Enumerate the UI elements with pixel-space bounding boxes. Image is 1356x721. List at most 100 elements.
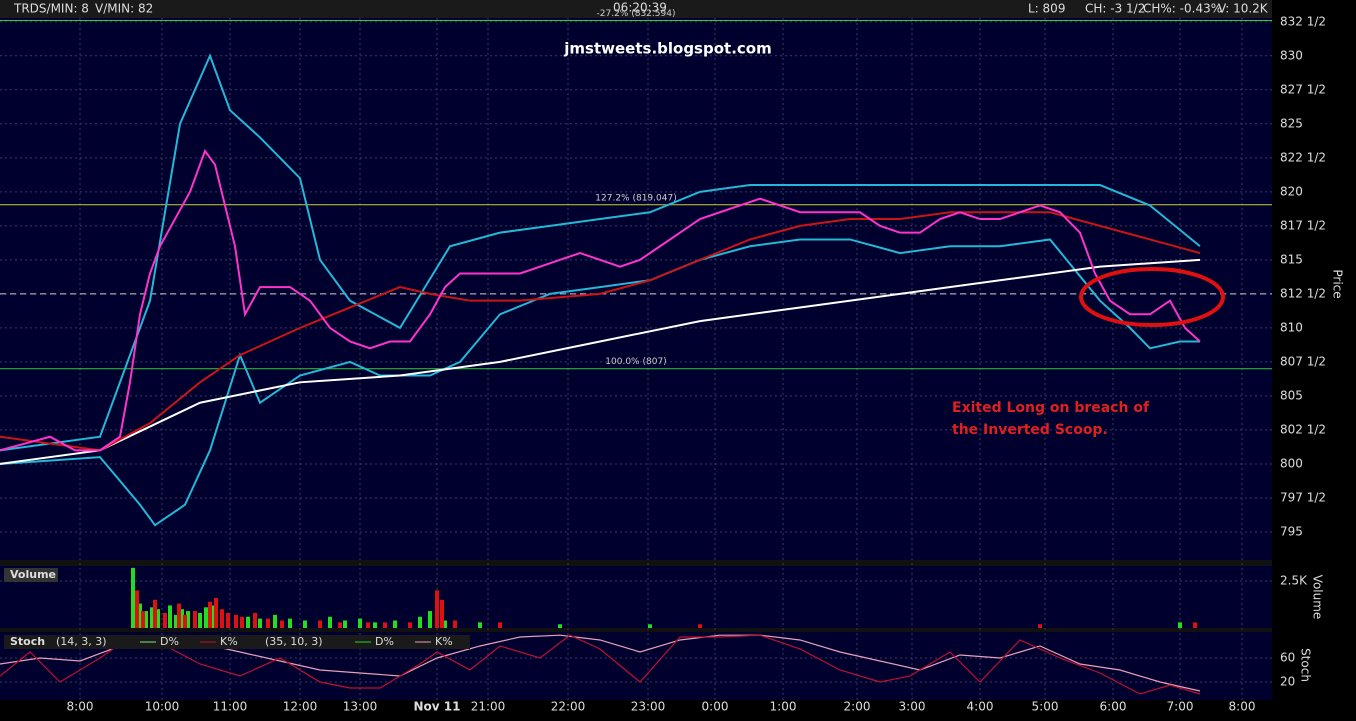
volume-bar <box>177 603 181 628</box>
volume-bar <box>246 616 250 628</box>
header-text: V: 10.2K <box>1218 2 1269 16</box>
x-tick-label: 11:00 <box>213 700 248 714</box>
x-tick-label: Nov 11 <box>414 700 461 714</box>
y-axis-title: Price <box>1331 269 1345 298</box>
legend-text: D% <box>160 635 179 648</box>
volume-bar <box>343 620 347 628</box>
y-tick-label: 812 1/2 <box>1280 286 1326 300</box>
x-tick-label: 6:00 <box>1100 700 1127 714</box>
watermark: jmstweets.blogspot.com <box>563 40 771 58</box>
volume-bar <box>408 622 412 628</box>
volume-bar <box>428 611 432 628</box>
y-tick-label: 822 1/2 <box>1280 150 1326 164</box>
volume-bar <box>440 599 444 628</box>
volume-bar <box>266 618 270 628</box>
volume-bar <box>443 620 447 628</box>
y-tick-label: 832 1/2 <box>1280 14 1326 28</box>
volume-bar <box>193 611 197 628</box>
volume-bar <box>435 590 439 628</box>
volume-bar <box>478 622 482 628</box>
x-tick-label: 3:00 <box>899 700 926 714</box>
y-tick-label: 2.5K <box>1280 574 1308 588</box>
series-line <box>0 238 1200 527</box>
volume-bar <box>156 609 160 628</box>
volume-bar <box>648 624 652 628</box>
volume-bar <box>141 611 145 628</box>
x-tick-label: 22:00 <box>551 700 586 714</box>
volume-bar <box>183 614 187 628</box>
header-bar <box>0 0 1272 18</box>
volume-bar <box>174 614 178 628</box>
volume-bar <box>373 622 377 628</box>
x-tick-label: 8:00 <box>1229 700 1256 714</box>
y-tick-label: 830 <box>1280 48 1303 62</box>
volume-bar <box>1038 624 1042 628</box>
y-tick-label: 800 <box>1280 456 1303 470</box>
y-tick-label: 797 1/2 <box>1280 490 1326 504</box>
volume-bar <box>328 616 332 628</box>
volume-bar <box>418 616 422 628</box>
volume-bar <box>366 622 370 628</box>
volume-bar <box>198 612 202 628</box>
level-label: 127.2% (819.047) <box>595 193 676 203</box>
panel-label-bg <box>4 635 470 649</box>
volume-bar <box>498 622 502 628</box>
annotation: the Inverted Scoop. <box>952 422 1108 438</box>
header-text: 06:20:39 <box>613 1 667 15</box>
volume-bar <box>180 609 184 628</box>
panel-label: Stoch <box>10 635 45 648</box>
y-tick-label: 20 <box>1280 674 1295 688</box>
volume-bar <box>358 618 362 628</box>
volume-bar <box>273 614 277 628</box>
x-tick-label: 21:00 <box>471 700 506 714</box>
y-axis-title: Stoch <box>1299 648 1313 682</box>
y-tick-label: 815 <box>1280 252 1303 266</box>
volume-bar <box>303 620 307 628</box>
series-line <box>0 53 1201 452</box>
volume-bar <box>204 607 208 628</box>
x-tick-label: 5:00 <box>1032 700 1059 714</box>
y-tick-label: 817 1/2 <box>1280 218 1326 232</box>
volume-bar <box>453 620 457 628</box>
x-tick-label: 0:00 <box>702 700 729 714</box>
legend-text: K% <box>435 635 453 648</box>
volume-bar <box>280 620 284 628</box>
plot-bg <box>0 0 1272 700</box>
x-tick-label: 12:00 <box>283 700 318 714</box>
volume-bar <box>558 624 562 628</box>
volume-bar <box>226 612 230 628</box>
panel-label: Volume <box>10 568 56 581</box>
x-tick-label: 1:00 <box>770 700 797 714</box>
volume-bar <box>383 622 387 628</box>
series-line <box>0 258 1201 465</box>
volume-bar <box>153 599 157 628</box>
legend-text: D% <box>375 635 394 648</box>
x-tick-label: 10:00 <box>145 700 180 714</box>
y-tick-label: 802 1/2 <box>1280 422 1326 436</box>
volume-bar <box>1193 622 1197 628</box>
y-tick-label: 827 1/2 <box>1280 82 1326 96</box>
y-tick-label: 807 1/2 <box>1280 354 1326 368</box>
y-tick-label: 810 <box>1280 320 1303 334</box>
volume-bar <box>288 618 292 628</box>
volume-bar <box>318 620 322 628</box>
volume-bar <box>240 616 244 628</box>
x-tick-label: 4:00 <box>967 700 994 714</box>
volume-bar <box>138 603 142 628</box>
x-tick-label: 2:00 <box>844 700 871 714</box>
y-tick-label: 60 <box>1280 650 1295 664</box>
volume-bar <box>258 618 262 628</box>
series-line <box>0 634 1201 695</box>
x-tick-label: 13:00 <box>343 700 378 714</box>
volume-bar <box>131 567 135 628</box>
stoch-params: (35, 10, 3) <box>265 635 323 648</box>
header-text: CH: -3 1/2 <box>1085 2 1145 16</box>
highlight-ellipse <box>1079 267 1225 327</box>
volume-bar <box>393 620 397 628</box>
series-line <box>0 211 1201 452</box>
x-tick-label: 8:00 <box>67 700 94 714</box>
volume-bar <box>150 607 154 628</box>
series-line <box>0 148 1201 452</box>
